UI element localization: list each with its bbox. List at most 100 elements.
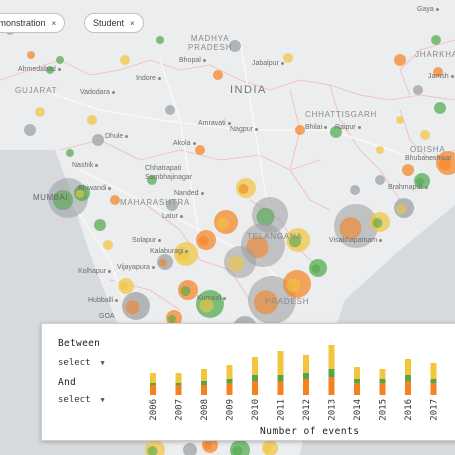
event-bubble[interactable]	[110, 195, 120, 205]
filter-chip-student[interactable]: Student ×	[84, 13, 144, 33]
bar-segment-2008-2[interactable]	[201, 369, 207, 381]
event-bubble[interactable]	[183, 443, 197, 455]
x-tick-label: 2013	[328, 399, 338, 421]
between-select[interactable]: select ▼	[58, 358, 105, 368]
bar-segment-2012-2[interactable]	[303, 355, 309, 373]
city-label: Bhiwandi	[78, 185, 111, 192]
event-bubble[interactable]	[413, 85, 423, 95]
bar-segment-2012-1[interactable]	[303, 373, 309, 379]
event-bubble-segment	[53, 190, 73, 210]
x-tick-label: 2016	[404, 399, 414, 421]
events-bar-chart[interactable]: 2006 2007 2008 2009 2010 2011 2012 2013 2014 2015…	[142, 332, 455, 422]
bar-segment-2017-0[interactable]	[430, 383, 437, 395]
city-label: Kolhapur	[78, 268, 111, 275]
bar-segment-2014-2[interactable]	[354, 367, 360, 379]
city-label: Amravati	[198, 120, 231, 127]
event-bubble[interactable]	[420, 130, 430, 140]
city-label: Akola	[173, 140, 196, 147]
bar-segment-2006-2[interactable]	[150, 373, 156, 383]
bar-segment-2011-1[interactable]	[277, 375, 284, 381]
bar-segment-2017-2[interactable]	[430, 363, 437, 379]
bar-segment-2006-1[interactable]	[150, 383, 156, 385]
event-bubble[interactable]	[166, 199, 178, 211]
event-bubble[interactable]	[213, 70, 223, 80]
x-tick-label: 2010	[251, 399, 261, 421]
event-bubble[interactable]	[431, 35, 441, 45]
and-select[interactable]: select ▼	[58, 395, 105, 405]
event-bubble-segment	[238, 184, 249, 194]
and-label: And	[58, 377, 77, 388]
event-bubble[interactable]	[396, 116, 404, 124]
event-bubble[interactable]	[165, 105, 175, 115]
event-bubble[interactable]	[87, 115, 97, 125]
city-label: Bhopal	[179, 57, 206, 64]
bar-segment-2007-1[interactable]	[175, 383, 182, 385]
event-bubble[interactable]	[295, 125, 305, 135]
event-bubble[interactable]	[92, 134, 104, 146]
region-label: JHARKHA	[415, 50, 455, 59]
x-tick-label: 2017	[430, 399, 440, 421]
bar-segment-2013-0[interactable]	[328, 377, 335, 395]
bar-segment-2013-2[interactable]	[328, 345, 335, 369]
bar-segment-2009-0[interactable]	[226, 383, 233, 395]
event-bubble[interactable]	[147, 175, 157, 185]
region-label: PRADESH	[265, 297, 310, 306]
event-bubble[interactable]	[120, 55, 130, 65]
event-bubble[interactable]	[402, 164, 414, 176]
bar-segment-2010-1[interactable]	[252, 375, 258, 381]
x-tick-label: 2006	[149, 399, 159, 421]
event-bubble[interactable]	[376, 146, 384, 154]
filter-chip-demonstration[interactable]: Demonstration ×	[0, 13, 66, 33]
x-tick-label: 2007	[175, 399, 185, 421]
bar-segment-2010-2[interactable]	[252, 357, 258, 375]
event-bubble[interactable]	[156, 36, 164, 44]
select-value: select	[58, 395, 91, 405]
x-tick-label: 2009	[226, 399, 236, 421]
event-bubble-segment	[286, 278, 301, 293]
bar-segment-2010-0[interactable]	[252, 381, 258, 395]
city-label: Raipur	[335, 124, 361, 131]
event-bubble[interactable]	[35, 107, 45, 117]
event-bubble[interactable]	[56, 56, 64, 64]
bar-segment-2008-0[interactable]	[201, 385, 207, 395]
bar-segment-2013-1[interactable]	[328, 369, 335, 377]
event-bubble[interactable]	[375, 175, 385, 185]
bar-segment-2007-0[interactable]	[175, 385, 182, 395]
event-bubble[interactable]	[103, 240, 113, 250]
bar-segment-2011-2[interactable]	[277, 351, 284, 375]
event-bubble[interactable]	[195, 145, 205, 155]
bar-segment-2015-1[interactable]	[379, 379, 386, 383]
city-label: Kurnool	[197, 295, 226, 302]
city-label: Kalaburagi	[150, 248, 188, 255]
bar-segment-2011-0[interactable]	[277, 381, 284, 395]
bar-segment-2014-1[interactable]	[354, 379, 360, 383]
region-label: MADHYA PRADESH	[188, 34, 233, 52]
event-bubble[interactable]	[229, 40, 241, 52]
event-bubble[interactable]	[283, 53, 293, 63]
event-bubble[interactable]	[394, 54, 406, 66]
event-bubble[interactable]	[350, 185, 360, 195]
city-label: Indore	[136, 75, 161, 82]
bar-segment-2009-1[interactable]	[226, 379, 233, 383]
event-bubble[interactable]	[94, 219, 106, 231]
bar-segment-2009-2[interactable]	[226, 365, 233, 379]
x-tick-label: 2014	[353, 399, 363, 421]
bar-segment-2016-0[interactable]	[405, 381, 411, 395]
bar-segment-2015-2[interactable]	[379, 369, 386, 379]
bar-segment-2008-1[interactable]	[201, 381, 207, 385]
bar-segment-2012-0[interactable]	[303, 379, 309, 395]
remove-chip-icon[interactable]: ×	[130, 19, 135, 28]
bar-segment-2014-0[interactable]	[354, 383, 360, 395]
event-bubble[interactable]	[66, 149, 74, 157]
bar-segment-2006-0[interactable]	[150, 385, 156, 395]
bar-segment-2015-0[interactable]	[379, 383, 386, 395]
event-bubble[interactable]	[27, 51, 35, 59]
bar-segment-2007-2[interactable]	[175, 373, 182, 383]
event-bubble[interactable]	[24, 124, 36, 136]
event-bubble[interactable]	[434, 102, 446, 114]
bar-segment-2016-1[interactable]	[405, 375, 411, 381]
bar-segment-2016-2[interactable]	[405, 359, 411, 375]
remove-chip-icon[interactable]: ×	[51, 19, 57, 28]
bar-segment-2017-1[interactable]	[430, 379, 437, 383]
event-bubble-segment	[204, 441, 212, 450]
